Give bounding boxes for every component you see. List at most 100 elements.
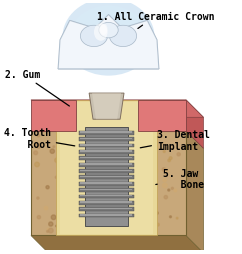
FancyBboxPatch shape — [80, 157, 132, 159]
Circle shape — [57, 194, 59, 195]
Circle shape — [126, 186, 129, 188]
Circle shape — [162, 168, 166, 171]
Polygon shape — [58, 50, 159, 70]
Circle shape — [108, 216, 112, 219]
Circle shape — [65, 157, 67, 160]
FancyBboxPatch shape — [79, 182, 134, 186]
Circle shape — [151, 163, 155, 167]
Circle shape — [83, 165, 85, 166]
Circle shape — [36, 144, 41, 149]
FancyBboxPatch shape — [79, 208, 134, 211]
FancyBboxPatch shape — [79, 131, 134, 135]
FancyBboxPatch shape — [79, 163, 134, 167]
Ellipse shape — [80, 26, 107, 47]
Circle shape — [134, 170, 135, 172]
Circle shape — [46, 186, 49, 189]
Text: 5. Jaw
   Bone: 5. Jaw Bone — [156, 168, 204, 189]
Circle shape — [108, 178, 113, 182]
Circle shape — [174, 189, 177, 192]
Circle shape — [168, 189, 170, 191]
Circle shape — [132, 162, 136, 166]
Circle shape — [153, 146, 156, 149]
Text: 1. All Ceramic Crown: 1. All Ceramic Crown — [97, 12, 214, 29]
Circle shape — [37, 135, 40, 137]
Circle shape — [146, 231, 148, 233]
Circle shape — [108, 141, 113, 146]
Circle shape — [94, 224, 96, 226]
Circle shape — [79, 163, 83, 167]
Circle shape — [48, 228, 53, 233]
Text: 2. Gum: 2. Gum — [5, 70, 69, 107]
Circle shape — [120, 149, 124, 152]
Circle shape — [126, 230, 128, 233]
FancyBboxPatch shape — [79, 157, 134, 161]
FancyBboxPatch shape — [80, 151, 132, 152]
Circle shape — [73, 227, 76, 229]
Circle shape — [61, 223, 63, 225]
FancyBboxPatch shape — [80, 132, 132, 133]
FancyBboxPatch shape — [79, 195, 134, 199]
Circle shape — [125, 151, 128, 154]
Circle shape — [34, 151, 38, 155]
Circle shape — [37, 216, 41, 219]
Circle shape — [61, 189, 65, 193]
FancyBboxPatch shape — [60, 102, 153, 234]
Circle shape — [56, 225, 57, 227]
Circle shape — [146, 152, 148, 154]
Circle shape — [151, 145, 155, 149]
Circle shape — [119, 212, 121, 215]
Circle shape — [136, 195, 141, 200]
Circle shape — [94, 157, 96, 159]
Circle shape — [59, 189, 62, 192]
FancyBboxPatch shape — [80, 195, 132, 197]
FancyBboxPatch shape — [80, 202, 132, 203]
Circle shape — [114, 204, 117, 207]
Circle shape — [101, 198, 103, 200]
Circle shape — [109, 207, 114, 212]
FancyBboxPatch shape — [80, 138, 132, 140]
Ellipse shape — [100, 24, 107, 36]
Circle shape — [156, 223, 159, 226]
Ellipse shape — [70, 6, 147, 69]
FancyBboxPatch shape — [79, 214, 134, 218]
Circle shape — [123, 142, 127, 146]
Ellipse shape — [99, 23, 118, 39]
Polygon shape — [31, 101, 204, 118]
Circle shape — [47, 228, 49, 231]
Polygon shape — [58, 15, 159, 70]
Circle shape — [59, 207, 63, 211]
Circle shape — [163, 151, 165, 153]
Circle shape — [49, 222, 53, 226]
Circle shape — [83, 190, 87, 194]
Circle shape — [145, 202, 150, 206]
FancyBboxPatch shape — [80, 208, 132, 209]
Circle shape — [139, 217, 144, 222]
FancyBboxPatch shape — [79, 201, 134, 205]
Circle shape — [170, 216, 171, 218]
Circle shape — [126, 183, 129, 186]
Circle shape — [99, 137, 104, 142]
Circle shape — [109, 183, 113, 188]
Circle shape — [76, 140, 81, 144]
Circle shape — [176, 217, 178, 219]
FancyBboxPatch shape — [79, 138, 134, 141]
Circle shape — [153, 169, 158, 174]
Circle shape — [89, 169, 92, 172]
Circle shape — [83, 199, 85, 201]
Circle shape — [60, 211, 63, 215]
Polygon shape — [89, 94, 124, 120]
Text: 3. Dental
Implant: 3. Dental Implant — [140, 129, 210, 151]
Circle shape — [121, 164, 125, 169]
FancyBboxPatch shape — [137, 101, 186, 131]
FancyBboxPatch shape — [80, 170, 132, 171]
FancyBboxPatch shape — [79, 144, 134, 148]
Circle shape — [97, 173, 100, 177]
Circle shape — [55, 177, 58, 179]
Circle shape — [169, 157, 172, 160]
Polygon shape — [58, 15, 159, 70]
Circle shape — [122, 140, 125, 142]
Ellipse shape — [109, 26, 136, 47]
FancyBboxPatch shape — [80, 183, 132, 184]
Circle shape — [112, 206, 116, 210]
Circle shape — [155, 211, 158, 214]
